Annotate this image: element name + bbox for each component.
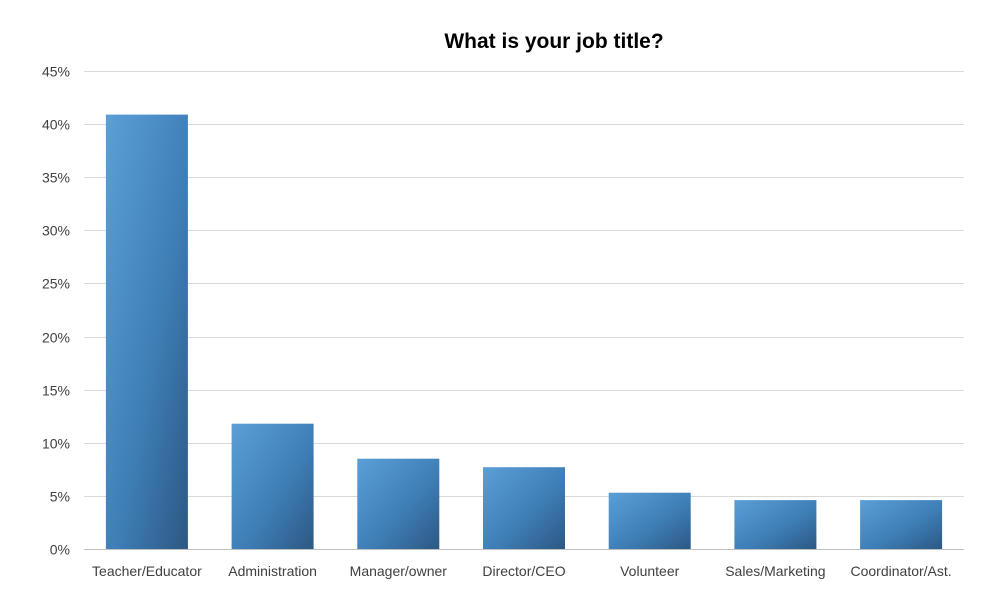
chart-title: What is your job title? xyxy=(444,30,663,53)
x-axis-ticks: Teacher/Educator Administration Manager/ow… xyxy=(92,563,952,579)
bar-administration xyxy=(231,423,314,549)
gridlines xyxy=(84,71,964,550)
bar-teacher-educator xyxy=(105,114,188,549)
x-tick-label: Director/CEO xyxy=(482,563,565,579)
y-tick-label: 35% xyxy=(42,170,70,186)
y-tick-label: 30% xyxy=(42,223,70,239)
bar-manager-owner xyxy=(357,458,440,549)
x-tick-label: Administration xyxy=(228,563,317,579)
x-tick-label: Sales/Marketing xyxy=(725,563,825,579)
y-tick-label: 20% xyxy=(42,330,70,346)
y-tick-label: 45% xyxy=(42,64,70,80)
bar-coordinator-ast xyxy=(860,500,943,549)
x-tick-label: Manager/owner xyxy=(350,563,448,579)
bars xyxy=(105,114,943,549)
bar-director-ceo xyxy=(483,467,565,549)
x-tick-label: Coordinator/Ast. xyxy=(851,563,952,579)
x-tick-label: Teacher/Educator xyxy=(92,563,202,579)
x-tick-label: Volunteer xyxy=(620,563,679,579)
y-tick-label: 25% xyxy=(42,276,70,292)
bar-sales-marketing xyxy=(734,500,817,549)
bar-volunteer xyxy=(608,492,691,549)
y-axis-ticks: 0% 5% 10% 15% 20% 25% 30% 35% 40% 45% xyxy=(42,64,70,558)
y-tick-label: 0% xyxy=(50,542,70,558)
y-tick-label: 15% xyxy=(42,383,70,399)
y-tick-label: 5% xyxy=(50,489,70,505)
y-tick-label: 40% xyxy=(42,117,70,133)
y-tick-label: 10% xyxy=(42,436,70,452)
